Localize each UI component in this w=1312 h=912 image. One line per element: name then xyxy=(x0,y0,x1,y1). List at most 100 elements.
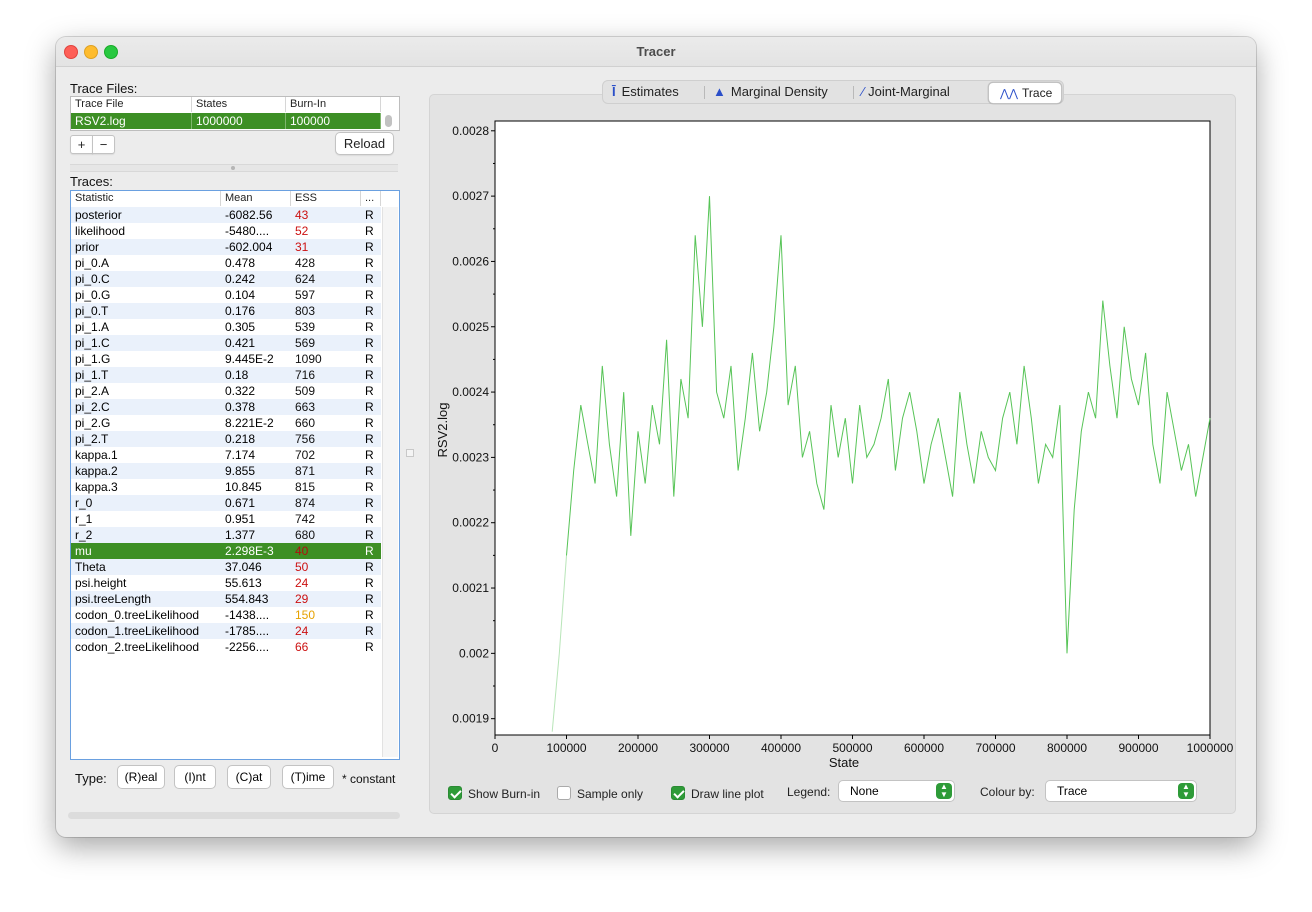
trace-row[interactable]: codon_0.treeLikelihood -1438.... 150 R xyxy=(71,607,381,623)
trace-row[interactable]: psi.height 55.613 24 R xyxy=(71,575,381,591)
column-header-statistic[interactable]: Statistic xyxy=(71,191,221,206)
horizontal-scrollbar[interactable] xyxy=(68,812,400,819)
sample-only-checkbox[interactable] xyxy=(557,786,571,800)
traces-label: Traces: xyxy=(70,174,113,189)
trace-mean: 0.478 xyxy=(225,256,256,270)
trace-statistic: pi_1.A xyxy=(75,320,110,334)
trace-row[interactable]: psi.treeLength 554.843 29 R xyxy=(71,591,381,607)
trace-row[interactable]: codon_1.treeLikelihood -1785.... 24 R xyxy=(71,623,381,639)
trace-type: R xyxy=(365,608,374,622)
show-burnin-checkbox[interactable] xyxy=(448,786,462,800)
trace-row[interactable]: mu 2.298E-3 40 R xyxy=(71,543,381,559)
trace-ess: 569 xyxy=(295,336,316,350)
y-tick-label: 0.0019 xyxy=(452,712,489,726)
trace-mean: -1438.... xyxy=(225,608,270,622)
tab-estimates[interactable]: Ī Estimates xyxy=(606,82,701,102)
trace-row[interactable]: pi_1.T 0.18 716 R xyxy=(71,367,381,383)
select-arrows-icon: ▲ ▼ xyxy=(936,783,952,799)
column-header-ess[interactable]: ESS xyxy=(291,191,361,206)
trace-statistic: pi_1.C xyxy=(75,336,110,350)
trace-mean: -602.004 xyxy=(225,240,273,254)
trace-row[interactable]: posterior -6082.56 43 R xyxy=(71,207,381,223)
divider-grip-icon xyxy=(231,166,235,170)
trace-type: R xyxy=(365,416,374,430)
trace-mean: -1785.... xyxy=(225,624,270,638)
y-tick-label: 0.0023 xyxy=(452,450,489,464)
trace-mean: -6082.56 xyxy=(225,208,273,222)
tab-marginal-density[interactable]: ▲ Marginal Density xyxy=(707,82,847,102)
x-tick-label: 100000 xyxy=(546,741,586,755)
trace-ess: 24 xyxy=(295,624,309,638)
add-trace-file-button[interactable]: + xyxy=(70,135,93,154)
column-header-type[interactable]: ... xyxy=(361,191,381,206)
constant-note: * constant xyxy=(342,772,396,786)
trace-row[interactable]: pi_2.G 8.221E-2 660 R xyxy=(71,415,381,431)
draw-line-plot-checkbox[interactable] xyxy=(671,786,685,800)
trace-mean: 0.378 xyxy=(225,400,256,414)
trace-file-burnin[interactable]: 100000 xyxy=(286,113,381,129)
minimize-window-button[interactable] xyxy=(84,45,98,59)
column-header-trace-file[interactable]: Trace File xyxy=(71,97,192,112)
trace-row[interactable]: r_2 1.377 680 R xyxy=(71,527,381,543)
trace-ess: 597 xyxy=(295,288,316,302)
split-pane-divider[interactable] xyxy=(70,164,398,172)
split-pane-handle[interactable] xyxy=(406,449,414,457)
tab-estimates-label: Estimates xyxy=(621,84,679,99)
type-cat-button[interactable]: (C)at xyxy=(227,765,271,789)
trace-type: R xyxy=(365,208,374,222)
trace-row[interactable]: pi_0.C 0.242 624 R xyxy=(71,271,381,287)
trace-plot: 0.0019 0.002 0.0021 0.0022 0.0023 0.0024 0.002… xyxy=(435,120,1234,770)
tab-joint-marginal[interactable]: ⁄ Joint-Marginal xyxy=(856,82,981,102)
trace-row[interactable]: kappa.3 10.845 815 R xyxy=(71,479,381,495)
trace-row[interactable]: prior -602.004 31 R xyxy=(71,239,381,255)
trace-row[interactable]: pi_1.C 0.421 569 R xyxy=(71,335,381,351)
trace-row[interactable]: kappa.2 9.855 871 R xyxy=(71,463,381,479)
trace-mean: 0.176 xyxy=(225,304,256,318)
y-tick-label: 0.0021 xyxy=(452,581,489,595)
trace-row[interactable]: likelihood -5480.... 52 R xyxy=(71,223,381,239)
trace-statistic: mu xyxy=(75,544,92,558)
trace-row[interactable]: codon_2.treeLikelihood -2256.... 66 R xyxy=(71,639,381,655)
trace-statistic: pi_1.G xyxy=(75,352,111,366)
type-int-button[interactable]: (I)nt xyxy=(174,765,216,789)
tab-trace[interactable]: ⋀⋀ Trace xyxy=(988,82,1062,104)
trace-row[interactable]: pi_0.A 0.478 428 R xyxy=(71,255,381,271)
trace-row[interactable]: pi_2.T 0.218 756 R xyxy=(71,431,381,447)
marginal-density-icon: ▲ xyxy=(713,84,726,99)
trace-row[interactable]: pi_2.A 0.322 509 R xyxy=(71,383,381,399)
trace-type: R xyxy=(365,624,374,638)
type-time-button[interactable]: (T)ime xyxy=(282,765,334,789)
trace-file-row[interactable]: RSV2.log 1000000 100000 xyxy=(71,113,381,129)
trace-row[interactable]: pi_0.T 0.176 803 R xyxy=(71,303,381,319)
trace-ess: 40 xyxy=(295,544,309,558)
trace-row[interactable]: r_0 0.671 874 R xyxy=(71,495,381,511)
trace-row[interactable]: r_1 0.951 742 R xyxy=(71,511,381,527)
trace-type: R xyxy=(365,256,374,270)
traces-scrollbar-track[interactable] xyxy=(382,207,398,757)
close-window-button[interactable] xyxy=(64,45,78,59)
reload-button[interactable]: Reload xyxy=(335,132,394,155)
trace-row[interactable]: kappa.1 7.174 702 R xyxy=(71,447,381,463)
trace-ess: 716 xyxy=(295,368,316,382)
remove-trace-file-button[interactable]: − xyxy=(92,135,115,154)
x-tick-label: 0 xyxy=(492,741,499,755)
column-header-states[interactable]: States xyxy=(192,97,286,112)
zoom-window-button[interactable] xyxy=(104,45,118,59)
column-header-burn-in[interactable]: Burn-In xyxy=(286,97,381,112)
column-header-mean[interactable]: Mean xyxy=(221,191,291,206)
draw-line-plot-label: Draw line plot xyxy=(691,787,764,801)
trace-row[interactable]: pi_2.C 0.378 663 R xyxy=(71,399,381,415)
trace-files-scrollbar[interactable] xyxy=(385,115,392,127)
trace-row[interactable]: pi_1.A 0.305 539 R xyxy=(71,319,381,335)
trace-mean: 9.445E-2 xyxy=(225,352,274,366)
type-real-button[interactable]: (R)eal xyxy=(117,765,165,789)
trace-row[interactable]: pi_0.G 0.104 597 R xyxy=(71,287,381,303)
trace-row[interactable]: Theta 37.046 50 R xyxy=(71,559,381,575)
select-arrows-icon: ▲ ▼ xyxy=(1178,783,1194,799)
trace-type: R xyxy=(365,448,374,462)
colour-by-select[interactable]: Trace ▲ ▼ xyxy=(1045,780,1197,802)
trace-row[interactable]: pi_1.G 9.445E-2 1090 R xyxy=(71,351,381,367)
legend-select[interactable]: None ▲ ▼ xyxy=(838,780,955,802)
x-tick-label: 200000 xyxy=(618,741,658,755)
x-tick-label: 400000 xyxy=(761,741,801,755)
